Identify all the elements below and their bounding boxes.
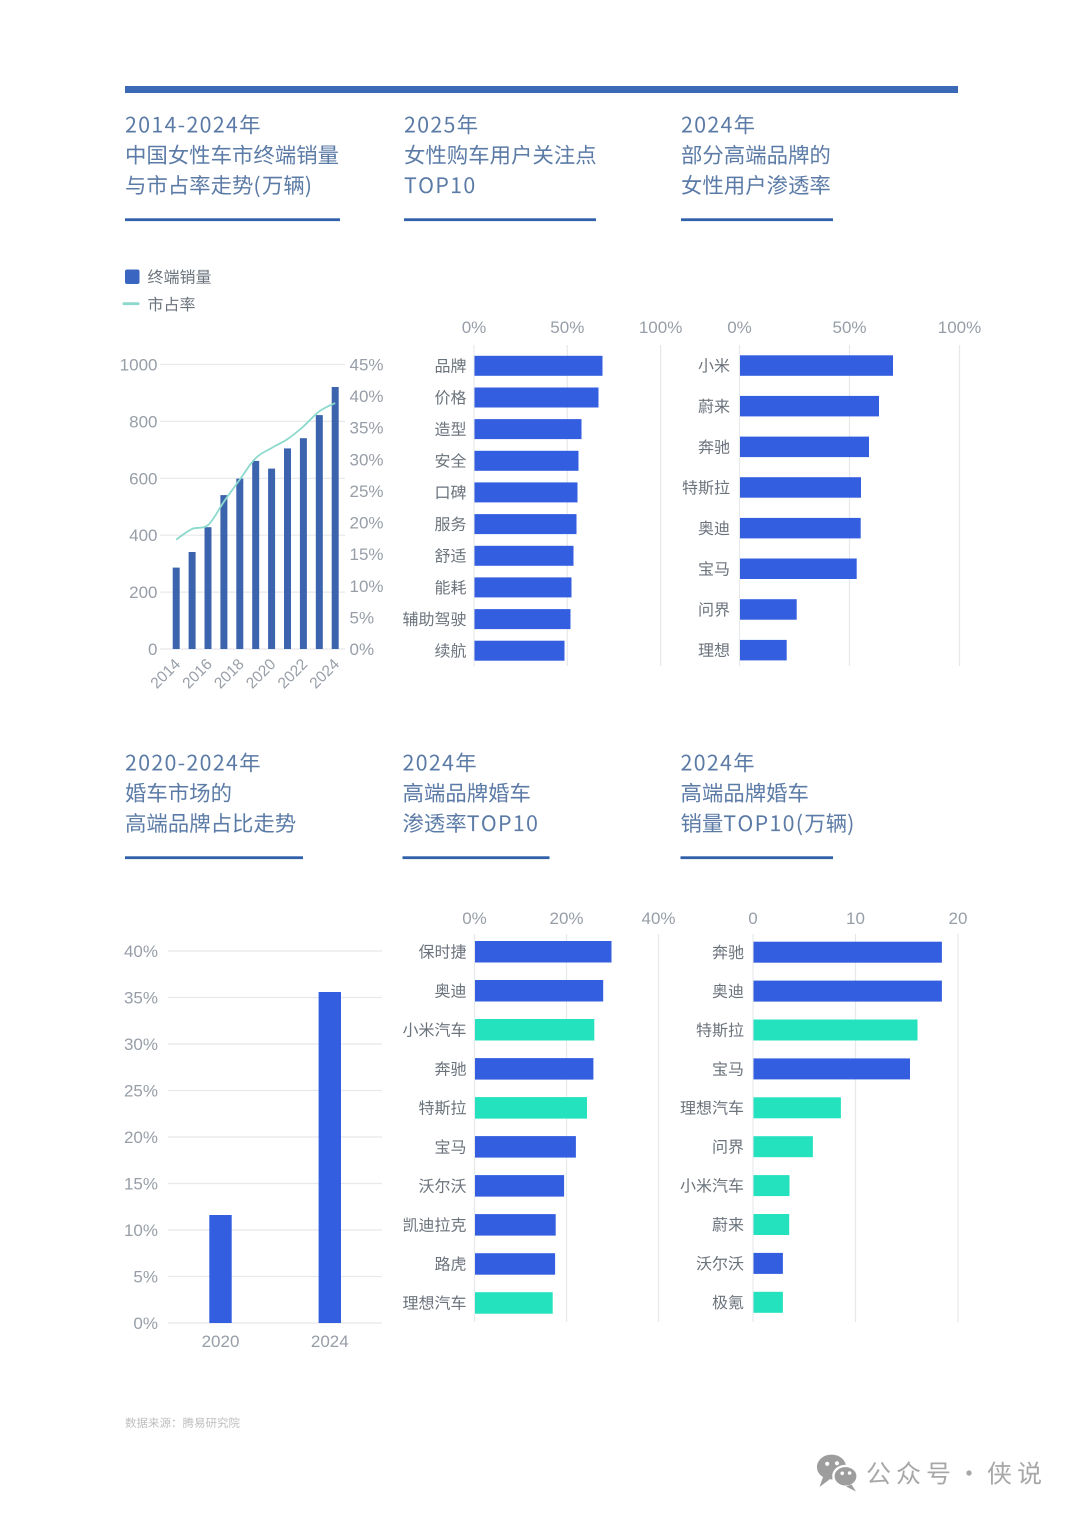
svg-text:45%: 45% <box>350 356 384 375</box>
svg-text:20%: 20% <box>350 514 384 533</box>
svg-text:0: 0 <box>748 909 757 928</box>
svg-text:400: 400 <box>129 526 157 545</box>
svg-text:0%: 0% <box>727 318 752 337</box>
svg-text:2014: 2014 <box>148 656 185 693</box>
svg-text:2016: 2016 <box>179 656 215 692</box>
svg-text:10%: 10% <box>124 1221 158 1240</box>
svg-text:0%: 0% <box>350 640 375 659</box>
svg-text:1000: 1000 <box>120 356 158 375</box>
svg-text:100%: 100% <box>639 318 682 337</box>
svg-text:50%: 50% <box>550 318 584 337</box>
svg-text:30%: 30% <box>350 450 384 469</box>
svg-text:40%: 40% <box>350 387 384 406</box>
svg-text:50%: 50% <box>832 318 866 337</box>
svg-text:15%: 15% <box>350 545 384 564</box>
svg-text:10%: 10% <box>350 577 384 596</box>
svg-text:600: 600 <box>129 469 157 488</box>
svg-text:2024: 2024 <box>307 656 344 693</box>
svg-text:10: 10 <box>846 909 865 928</box>
svg-text:2018: 2018 <box>211 656 247 692</box>
svg-text:2024: 2024 <box>311 1332 349 1351</box>
svg-text:2022: 2022 <box>275 656 311 692</box>
svg-text:35%: 35% <box>350 419 384 438</box>
svg-text:25%: 25% <box>124 1082 158 1101</box>
svg-text:15%: 15% <box>124 1175 158 1194</box>
svg-text:20: 20 <box>949 909 968 928</box>
svg-text:800: 800 <box>129 412 157 431</box>
svg-text:5%: 5% <box>350 608 375 627</box>
svg-text:0%: 0% <box>133 1314 158 1333</box>
svg-text:40%: 40% <box>641 909 675 928</box>
svg-text:2020: 2020 <box>202 1332 240 1351</box>
svg-text:20%: 20% <box>549 909 583 928</box>
svg-text:5%: 5% <box>133 1268 158 1287</box>
svg-text:40%: 40% <box>124 942 158 961</box>
svg-text:100%: 100% <box>938 318 981 337</box>
svg-text:0%: 0% <box>462 318 487 337</box>
svg-text:35%: 35% <box>124 989 158 1008</box>
svg-text:0%: 0% <box>462 909 487 928</box>
svg-text:25%: 25% <box>350 482 384 501</box>
svg-text:2020: 2020 <box>243 656 280 693</box>
svg-text:0: 0 <box>148 640 157 659</box>
svg-text:200: 200 <box>129 583 157 602</box>
svg-text:30%: 30% <box>124 1035 158 1054</box>
svg-text:20%: 20% <box>124 1128 158 1147</box>
